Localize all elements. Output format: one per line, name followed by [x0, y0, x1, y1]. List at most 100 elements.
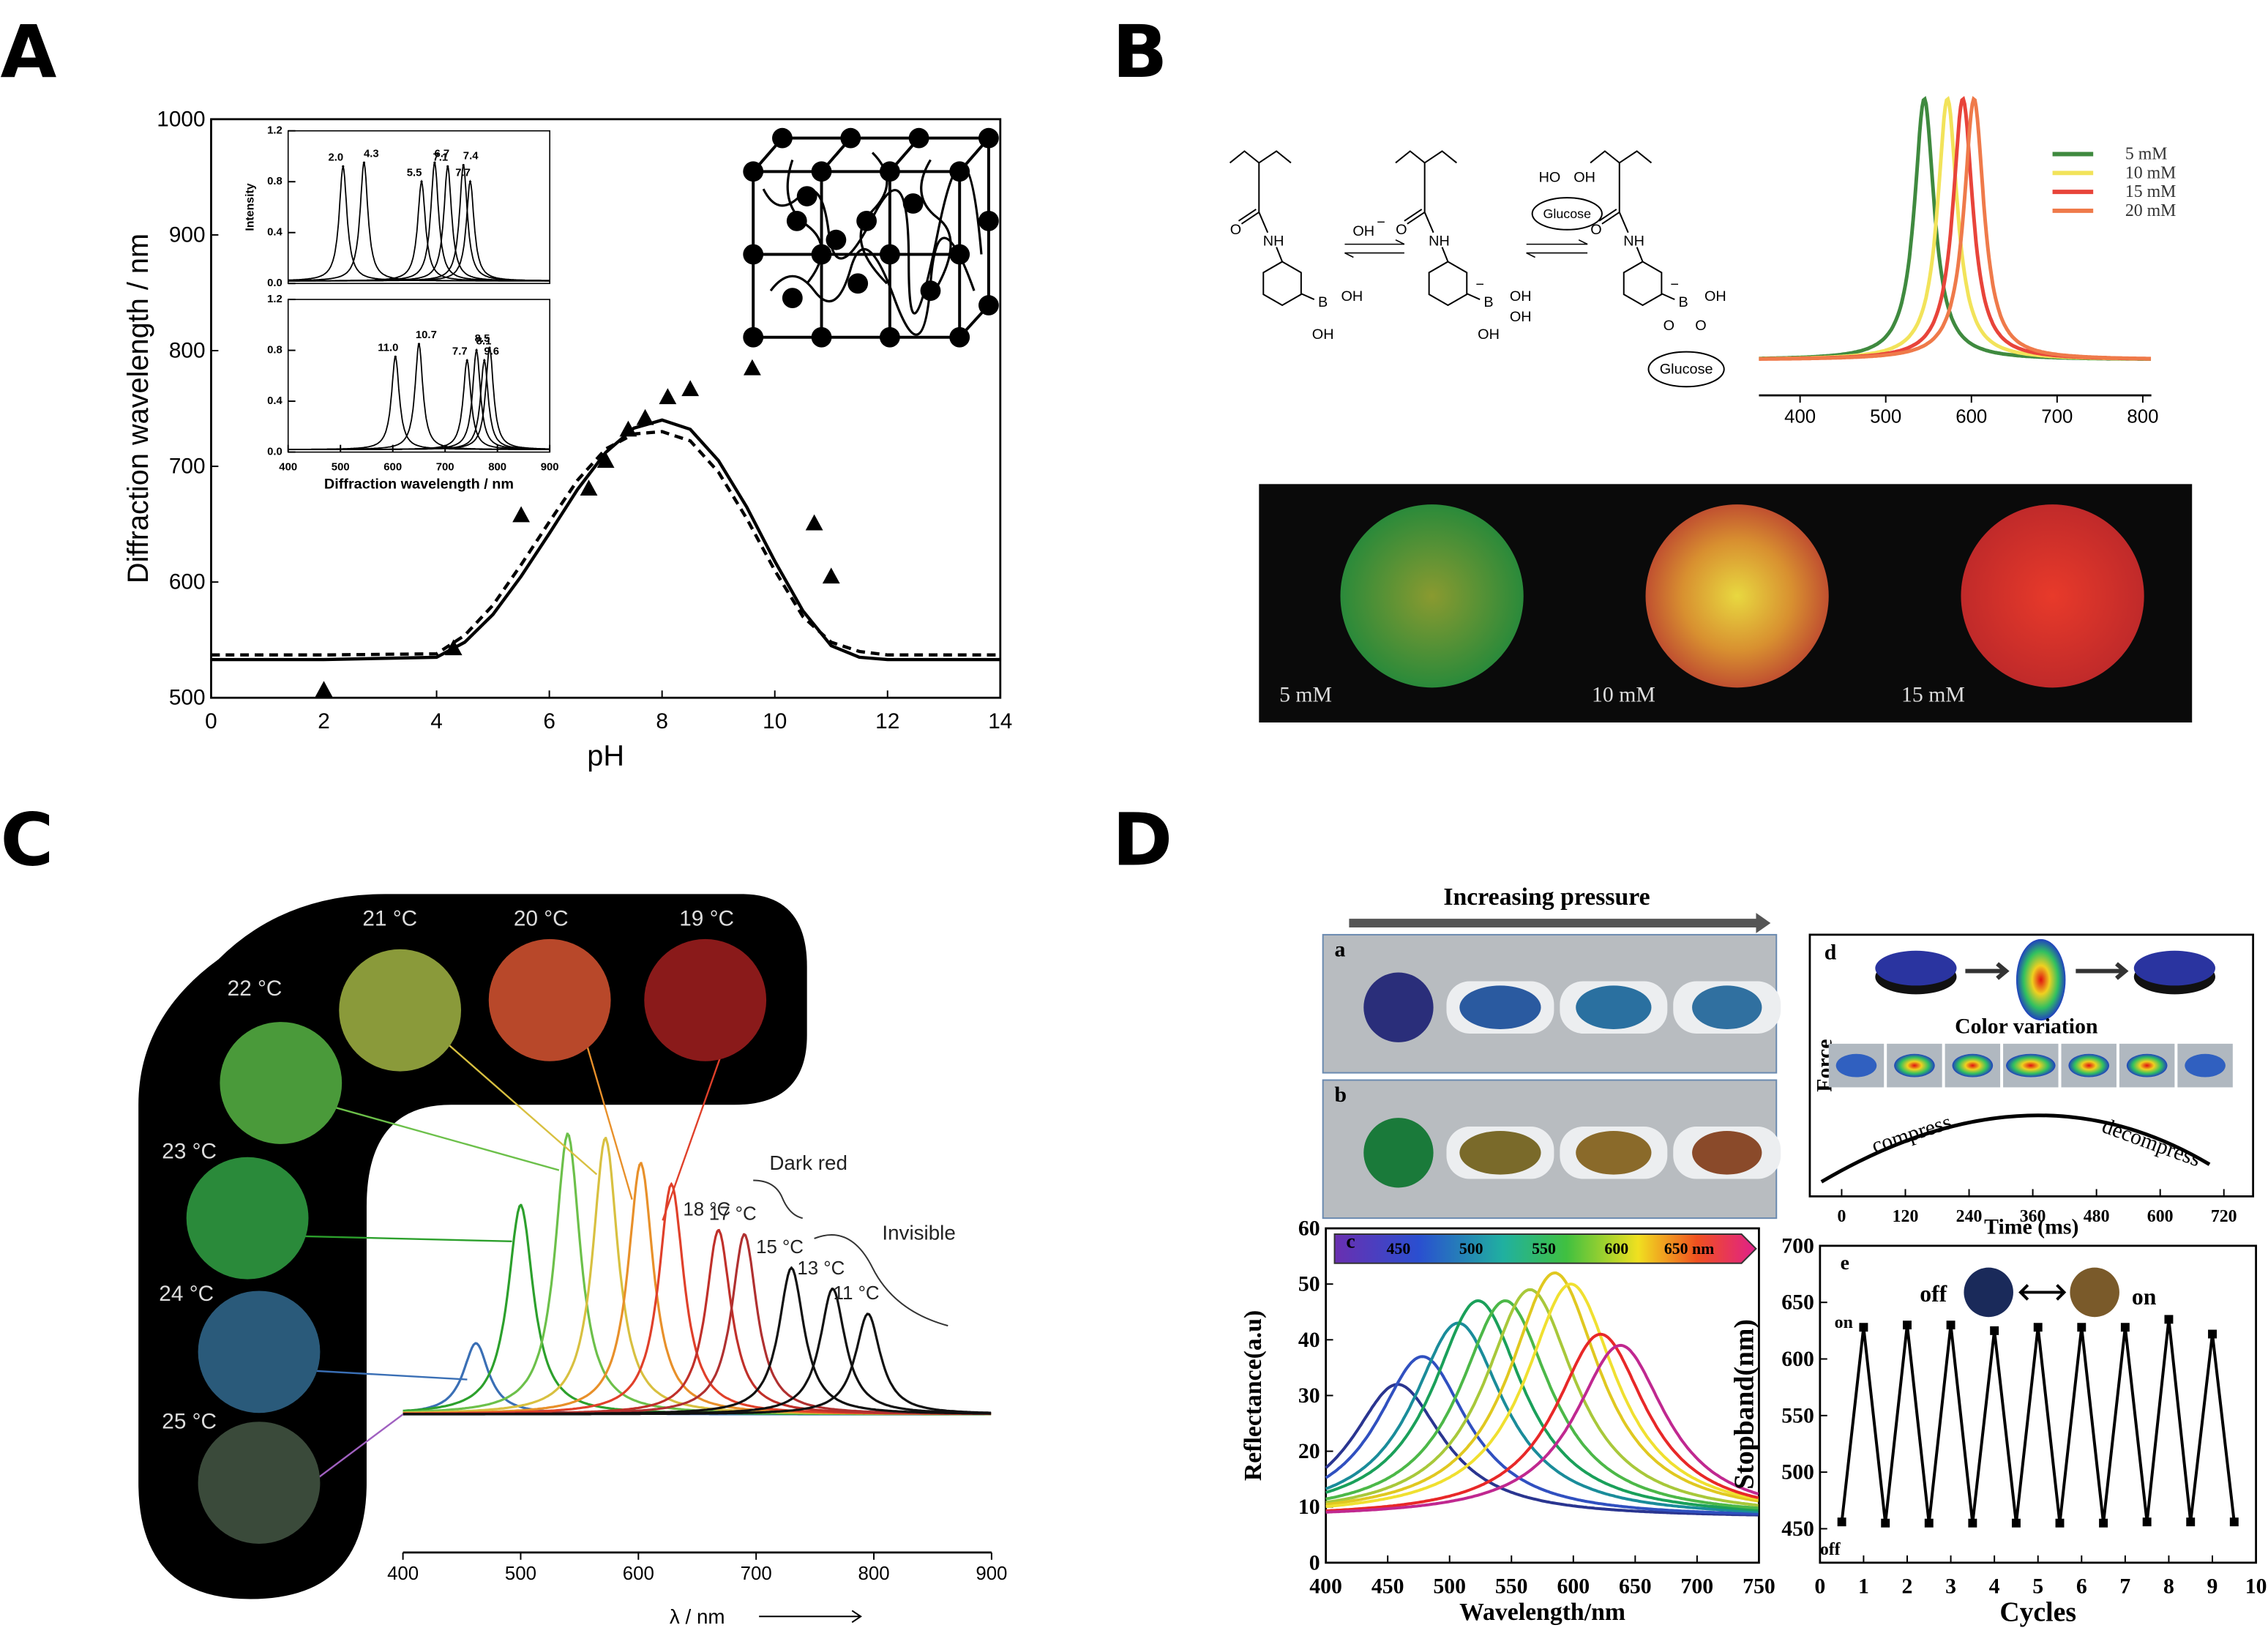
particle	[908, 127, 929, 149]
glucose-ring	[1531, 197, 1603, 231]
particle	[782, 288, 803, 309]
peak-label: 7.7	[452, 346, 468, 358]
y-tick-label: 0.4	[267, 227, 282, 239]
x-tick-label: 650	[1619, 1575, 1652, 1599]
triangle-marker	[596, 452, 615, 468]
x-tick-label: 700	[1681, 1575, 1714, 1599]
square-marker	[1859, 1323, 1868, 1332]
sample-disc	[2185, 1053, 2226, 1078]
spectrum-curve	[403, 1233, 992, 1416]
x-tick-label: 12	[875, 709, 899, 733]
square-marker	[1946, 1321, 1956, 1330]
atom-label: Glucose	[1660, 361, 1713, 377]
sub-label: a	[1335, 937, 1346, 961]
chart-title: Color variation	[1955, 1015, 2098, 1039]
annotation: decompress	[2099, 1113, 2204, 1171]
photo-label: 19 °C	[679, 907, 734, 931]
molecule	[1590, 150, 1675, 307]
peak-label: 2.0	[329, 152, 344, 163]
y-tick-label: 10	[1298, 1495, 1320, 1519]
particle	[811, 244, 832, 265]
x-tick-label: 550	[1495, 1575, 1528, 1599]
annotation: Invisible	[882, 1222, 955, 1244]
peak-label: 13 °C	[797, 1258, 845, 1279]
square-marker	[2077, 1323, 2087, 1332]
peak-point	[1504, 1299, 1507, 1302]
y-tick-label: 60	[1298, 1217, 1320, 1241]
x-tick-label: 600	[383, 462, 402, 474]
spectrum-curve	[288, 164, 550, 282]
peak-point	[1569, 1282, 1573, 1285]
reagent: OH	[1352, 223, 1374, 239]
particle	[772, 127, 793, 149]
x-tick-label: 10	[763, 709, 787, 733]
spectrum-curve	[1325, 1288, 1759, 1507]
particle	[847, 273, 869, 294]
peak-point	[1923, 97, 1925, 100]
colorbar-label: 450	[1387, 1240, 1411, 1258]
spectrum-curve	[403, 1312, 992, 1416]
sensor-disc	[1961, 504, 2144, 688]
peak-point	[604, 1137, 607, 1140]
spectrum-curve	[288, 355, 550, 450]
x-tick-label: 400	[1784, 406, 1816, 427]
sample-disc	[1692, 985, 1762, 1030]
square-marker	[2099, 1518, 2108, 1528]
x-tick-label: 900	[541, 462, 559, 474]
peak-label: 11 °C	[834, 1283, 880, 1304]
peak-point	[1961, 97, 1964, 100]
square-marker	[1990, 1326, 1999, 1335]
peak-point	[717, 1228, 720, 1232]
bond	[1590, 150, 1675, 300]
atom-label: O	[1396, 222, 1407, 238]
particle	[902, 193, 924, 214]
sample-disc	[1692, 1131, 1762, 1175]
particle	[978, 295, 999, 315]
peak-point	[475, 349, 478, 352]
diol-label: OH	[1573, 169, 1595, 185]
sample-disc	[1576, 985, 1652, 1030]
square-marker	[1881, 1518, 1890, 1528]
disc-top	[2133, 950, 2215, 986]
fit-curve	[211, 418, 1000, 662]
peak-point	[867, 1312, 869, 1315]
triangle-marker	[659, 388, 677, 405]
x-tick-label: 240	[1956, 1207, 1983, 1226]
y-axis-label: Diffraction wavelength / nm	[122, 234, 154, 583]
peak-point	[1599, 1333, 1602, 1336]
spectrum-curve	[1759, 96, 2152, 361]
square-marker	[2142, 1517, 2152, 1527]
triangle-marker	[315, 681, 333, 698]
spectrum-curve	[1325, 1299, 1759, 1512]
spectrum-curve	[403, 1228, 992, 1416]
x-tick-label: 10	[2245, 1575, 2267, 1599]
spectrum-curve	[1325, 1332, 1759, 1512]
particle	[879, 326, 900, 348]
spectrum-curve	[288, 358, 550, 450]
spectrum-curve	[1325, 1299, 1759, 1510]
peak-point	[831, 1288, 834, 1291]
peak-point	[488, 346, 491, 349]
peak-label: 8.5	[475, 333, 490, 345]
legend-label: 10 mM	[2125, 163, 2177, 182]
spectrum-curve	[288, 161, 550, 282]
spectrum-curve	[1759, 96, 2152, 361]
particle	[743, 326, 764, 348]
sub-label: b	[1335, 1083, 1347, 1107]
photo-label: 15 mM	[1901, 683, 1965, 707]
on-disc	[2070, 1267, 2119, 1318]
atom-label: OH	[1341, 288, 1363, 305]
sample-disc	[1363, 1118, 1434, 1188]
x-tick-label: 6	[2076, 1575, 2087, 1599]
spectrum-curve	[288, 348, 550, 450]
spectrum-curve	[1325, 1282, 1759, 1509]
x-tick-label: 800	[2127, 406, 2158, 427]
atom-label: OH	[1312, 326, 1334, 343]
ring	[1428, 261, 1468, 307]
sensor-disc	[644, 938, 767, 1061]
atom-label: B	[1483, 294, 1493, 310]
sensor-disc	[1645, 504, 1829, 688]
spectrum-curve	[1325, 1355, 1759, 1516]
